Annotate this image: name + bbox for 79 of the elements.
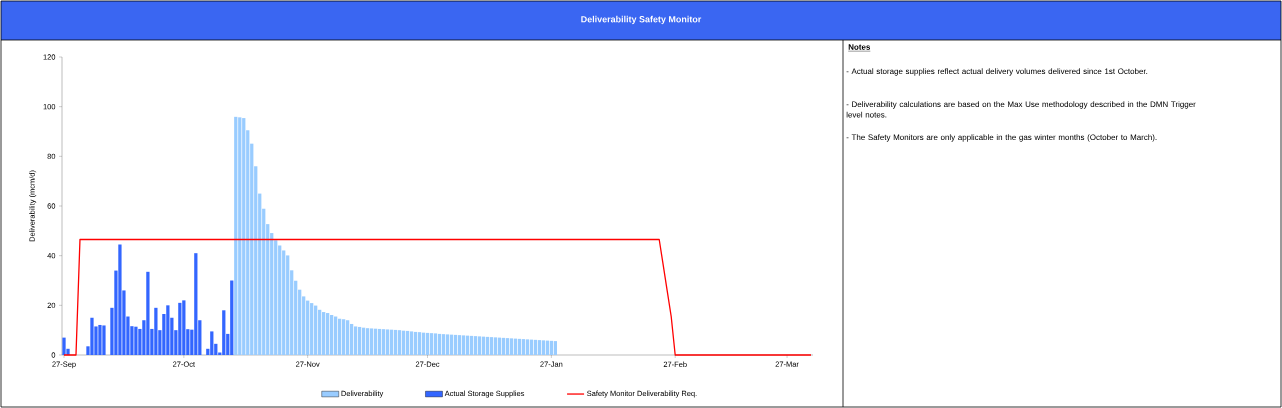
bar bbox=[385, 329, 390, 355]
bar bbox=[533, 339, 538, 355]
bar bbox=[178, 302, 182, 355]
bar bbox=[365, 328, 370, 355]
bar bbox=[230, 280, 234, 355]
bar bbox=[361, 327, 366, 355]
bar bbox=[234, 116, 238, 355]
bar bbox=[401, 330, 406, 355]
bar bbox=[154, 307, 158, 355]
bar bbox=[166, 305, 170, 355]
bar bbox=[521, 339, 526, 355]
bar bbox=[326, 313, 330, 355]
bar bbox=[146, 271, 150, 355]
bar bbox=[505, 338, 510, 355]
bar bbox=[437, 333, 442, 355]
bar bbox=[529, 339, 534, 355]
bar bbox=[310, 303, 314, 355]
bar bbox=[525, 339, 530, 355]
bar bbox=[477, 336, 482, 355]
bar bbox=[330, 315, 334, 355]
bar bbox=[334, 316, 338, 355]
bar bbox=[509, 338, 514, 355]
bar bbox=[417, 332, 422, 355]
bar bbox=[553, 341, 557, 355]
bar bbox=[549, 340, 553, 355]
bar bbox=[182, 300, 186, 355]
bar bbox=[501, 337, 506, 355]
bar bbox=[118, 244, 122, 355]
bar bbox=[134, 326, 138, 355]
bar bbox=[481, 336, 486, 355]
bar bbox=[349, 323, 354, 355]
bar bbox=[381, 329, 386, 355]
bar bbox=[405, 330, 410, 355]
bar bbox=[222, 310, 226, 355]
bar bbox=[369, 328, 374, 355]
bar bbox=[318, 309, 322, 355]
bar bbox=[457, 335, 462, 355]
bar bbox=[242, 118, 246, 355]
bar bbox=[489, 337, 494, 355]
bar bbox=[389, 329, 394, 355]
bar bbox=[373, 328, 378, 355]
bar bbox=[517, 338, 522, 355]
bar bbox=[357, 326, 362, 355]
bar bbox=[461, 335, 466, 355]
bar bbox=[537, 340, 542, 355]
bar bbox=[90, 317, 94, 355]
bar bbox=[413, 331, 418, 355]
bar bbox=[397, 330, 402, 355]
bar bbox=[441, 334, 446, 355]
bar bbox=[377, 328, 382, 355]
bar bbox=[453, 334, 458, 355]
bar bbox=[493, 337, 498, 355]
bar bbox=[429, 333, 434, 355]
bar bbox=[445, 334, 450, 355]
bar bbox=[238, 117, 242, 355]
bar bbox=[314, 305, 318, 355]
bar bbox=[469, 335, 474, 355]
bar bbox=[473, 336, 478, 355]
bar bbox=[409, 331, 414, 355]
bar bbox=[210, 331, 214, 355]
bar bbox=[98, 324, 102, 355]
bar bbox=[345, 320, 350, 355]
bar bbox=[465, 335, 470, 355]
bar bbox=[425, 332, 430, 355]
chart-title: Deliverability Safety Monitor bbox=[581, 15, 702, 25]
bar bbox=[322, 312, 326, 355]
bar bbox=[449, 334, 454, 355]
bar bbox=[353, 326, 358, 355]
bar bbox=[421, 332, 426, 355]
bar bbox=[393, 329, 398, 355]
bar bbox=[338, 318, 342, 355]
bar bbox=[485, 336, 490, 355]
bar bbox=[342, 319, 346, 355]
bar bbox=[541, 340, 546, 355]
bar bbox=[102, 325, 106, 355]
bar bbox=[433, 333, 438, 355]
bar bbox=[62, 337, 66, 355]
bar bbox=[194, 253, 198, 355]
bar bbox=[306, 300, 310, 355]
